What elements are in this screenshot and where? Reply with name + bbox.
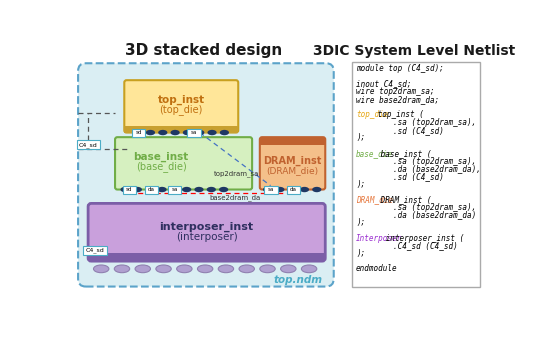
Text: top2dram_sa: top2dram_sa xyxy=(214,170,259,177)
FancyBboxPatch shape xyxy=(260,137,325,190)
Ellipse shape xyxy=(195,130,204,135)
Ellipse shape xyxy=(177,265,192,273)
Text: 3D stacked design: 3D stacked design xyxy=(125,43,282,58)
Ellipse shape xyxy=(171,130,180,135)
Text: wire top2dram_sa;: wire top2dram_sa; xyxy=(356,87,435,96)
Ellipse shape xyxy=(239,265,254,273)
Text: .sa (top2dram_sa),: .sa (top2dram_sa), xyxy=(356,157,476,165)
Text: (DRAM_die): (DRAM_die) xyxy=(266,166,318,175)
Ellipse shape xyxy=(207,130,217,135)
Text: );: ); xyxy=(356,249,365,258)
Text: .sd (C4_sd): .sd (C4_sd) xyxy=(356,172,444,181)
Text: sa: sa xyxy=(172,188,178,192)
Text: base_inst (: base_inst ( xyxy=(376,149,431,158)
Ellipse shape xyxy=(156,265,171,273)
Text: base2dram_da: base2dram_da xyxy=(209,195,260,202)
FancyBboxPatch shape xyxy=(168,186,181,194)
Text: da: da xyxy=(290,188,297,192)
Text: base_die: base_die xyxy=(356,149,393,158)
Text: .C4_sd (C4_sd): .C4_sd (C4_sd) xyxy=(356,241,458,250)
Text: interposer_inst: interposer_inst xyxy=(160,221,254,232)
Text: DRAM_inst: DRAM_inst xyxy=(263,156,321,166)
Text: top_inst: top_inst xyxy=(158,94,205,105)
Text: 3DIC System Level Netlist: 3DIC System Level Netlist xyxy=(313,44,515,58)
Ellipse shape xyxy=(170,187,179,192)
Text: );: ); xyxy=(356,180,365,189)
Ellipse shape xyxy=(133,130,143,135)
FancyBboxPatch shape xyxy=(260,137,325,145)
Ellipse shape xyxy=(301,265,317,273)
Text: wire base2dram_da;: wire base2dram_da; xyxy=(356,95,440,104)
Text: top_die: top_die xyxy=(356,110,388,119)
FancyBboxPatch shape xyxy=(352,62,480,286)
Ellipse shape xyxy=(198,265,213,273)
Ellipse shape xyxy=(218,265,234,273)
Text: sd: sd xyxy=(136,131,141,135)
FancyBboxPatch shape xyxy=(123,186,136,194)
Text: top_inst (: top_inst ( xyxy=(374,110,424,119)
Text: .sd (C4_sd): .sd (C4_sd) xyxy=(356,126,444,135)
FancyBboxPatch shape xyxy=(78,63,334,286)
Text: .sa (top2dram_sa),: .sa (top2dram_sa), xyxy=(356,118,476,127)
Text: C4_sd: C4_sd xyxy=(79,142,98,148)
Text: inout C4_sd;: inout C4_sd; xyxy=(356,79,411,89)
Ellipse shape xyxy=(220,130,229,135)
Text: DRAM_inst (: DRAM_inst ( xyxy=(376,195,431,204)
Text: endmodule: endmodule xyxy=(356,264,397,273)
Ellipse shape xyxy=(135,265,151,273)
Text: module top (C4_sd);: module top (C4_sd); xyxy=(356,64,444,73)
Ellipse shape xyxy=(146,130,155,135)
Ellipse shape xyxy=(207,187,216,192)
Ellipse shape xyxy=(183,130,192,135)
Text: base_inst: base_inst xyxy=(133,151,189,162)
Ellipse shape xyxy=(157,187,167,192)
Ellipse shape xyxy=(145,187,154,192)
FancyBboxPatch shape xyxy=(84,246,106,255)
Text: (base_die): (base_die) xyxy=(136,161,187,172)
Ellipse shape xyxy=(300,187,309,192)
FancyBboxPatch shape xyxy=(287,186,300,194)
Text: (top_die): (top_die) xyxy=(160,104,203,115)
Text: Interposer: Interposer xyxy=(356,234,402,242)
Text: sa: sa xyxy=(191,131,197,135)
Ellipse shape xyxy=(114,265,130,273)
Ellipse shape xyxy=(281,265,296,273)
Ellipse shape xyxy=(182,187,191,192)
Ellipse shape xyxy=(260,265,275,273)
Text: (interposer): (interposer) xyxy=(176,232,238,242)
FancyBboxPatch shape xyxy=(124,80,238,133)
Ellipse shape xyxy=(158,130,167,135)
FancyBboxPatch shape xyxy=(88,253,325,261)
Ellipse shape xyxy=(263,187,272,192)
FancyBboxPatch shape xyxy=(77,140,100,149)
FancyBboxPatch shape xyxy=(145,186,158,194)
Text: );: ); xyxy=(356,133,365,143)
FancyBboxPatch shape xyxy=(265,186,278,194)
Ellipse shape xyxy=(194,187,204,192)
FancyBboxPatch shape xyxy=(132,129,145,137)
FancyBboxPatch shape xyxy=(187,129,200,137)
FancyBboxPatch shape xyxy=(88,203,325,261)
Ellipse shape xyxy=(275,187,285,192)
FancyBboxPatch shape xyxy=(115,137,252,190)
FancyBboxPatch shape xyxy=(124,125,238,133)
Text: .da (base2dram_da),: .da (base2dram_da), xyxy=(356,164,481,173)
Text: .da (base2dram_da): .da (base2dram_da) xyxy=(356,210,476,220)
Text: C4_sd: C4_sd xyxy=(86,248,104,253)
Text: interposer_inst (: interposer_inst ( xyxy=(381,234,464,242)
Text: .sa (top2dram_sa),: .sa (top2dram_sa), xyxy=(356,203,476,212)
Text: sd: sd xyxy=(126,188,132,192)
Ellipse shape xyxy=(312,187,321,192)
Text: top.ndm: top.ndm xyxy=(274,276,323,285)
Ellipse shape xyxy=(287,187,297,192)
Text: sa: sa xyxy=(268,188,274,192)
Text: da: da xyxy=(148,188,155,192)
Text: DRAM_die: DRAM_die xyxy=(356,195,393,204)
Ellipse shape xyxy=(133,187,142,192)
Text: );: ); xyxy=(356,218,365,227)
Ellipse shape xyxy=(120,187,130,192)
Ellipse shape xyxy=(93,265,109,273)
Ellipse shape xyxy=(219,187,228,192)
